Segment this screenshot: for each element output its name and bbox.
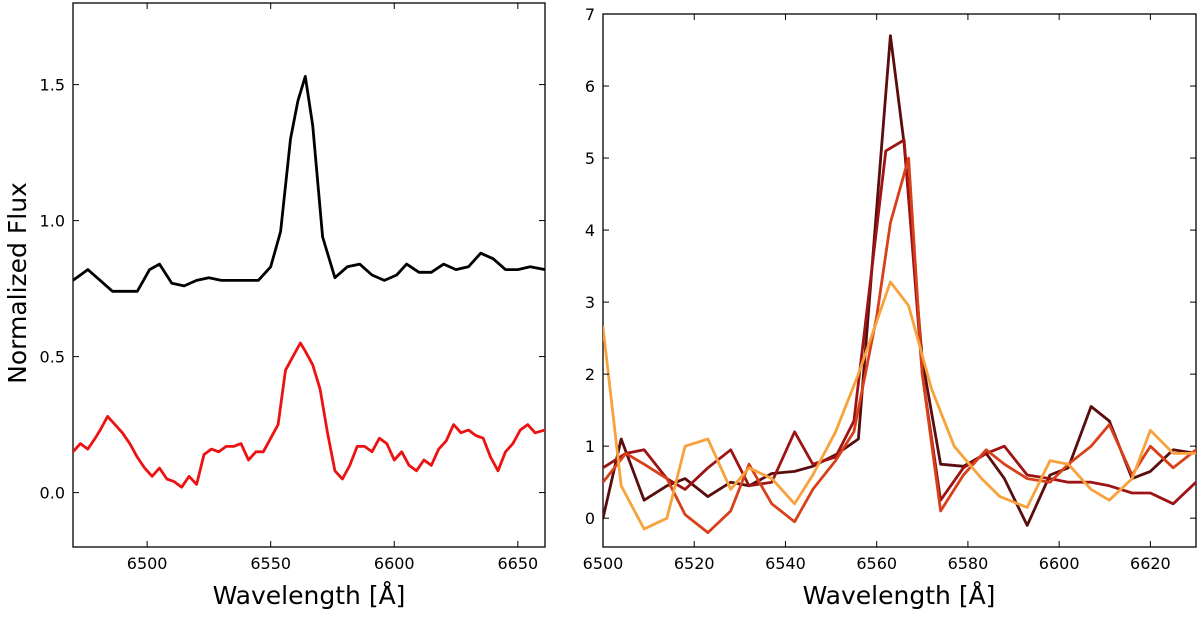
right-x-tick-label: 6540 (765, 554, 806, 573)
right-panel: 6500 6520 6540 6560 6580 6600 6620 0 1 2 3 4 5 6 7 Wa… (583, 5, 1197, 610)
right-y-tick-label: 3 (585, 293, 595, 312)
left-x-tick-label: 6600 (374, 554, 415, 573)
left-y-tick-label: 0.5 (40, 348, 65, 367)
right-y-tick-label: 7 (585, 5, 595, 24)
right-x-ticks: 6500 6520 6540 6560 6580 6600 6620 (583, 14, 1171, 573)
right-series-line-4 (603, 280, 1196, 531)
right-x-axis-label: Wavelength [Å] (803, 581, 996, 610)
right-y-tick-label: 6 (585, 77, 595, 96)
right-x-tick-label: 6560 (856, 554, 897, 573)
right-y-tick-label: 1 (585, 437, 595, 456)
right-x-tick-label: 6620 (1130, 554, 1171, 573)
right-y-tick-label: 0 (585, 509, 595, 528)
left-y-tick-label: 1.0 (40, 212, 65, 231)
left-panel: 6500 6550 6600 6650 0.0 0.5 1.0 1.5 Wavelength… (3, 2, 546, 610)
left-series-line-1 (73, 75, 545, 293)
right-x-tick-label: 6600 (1039, 554, 1080, 573)
right-y-tick-label: 4 (585, 221, 595, 240)
right-y-tick-label: 2 (585, 365, 595, 384)
left-x-tick-label: 6550 (250, 554, 291, 573)
right-series-lines (603, 34, 1196, 534)
left-x-axis-label: Wavelength [Å] (213, 581, 406, 610)
right-y-tick-label: 5 (585, 149, 595, 168)
right-series-line-3 (603, 156, 1196, 534)
right-x-tick-label: 6520 (674, 554, 715, 573)
left-x-ticks: 6500 6550 6600 6650 (127, 3, 538, 573)
left-y-axis-label: Normalized Flux (3, 182, 32, 384)
left-y-tick-label: 0.0 (40, 484, 65, 503)
left-series-lines (73, 75, 545, 489)
right-x-tick-label: 6500 (583, 554, 624, 573)
left-series-line-2 (73, 341, 545, 489)
left-y-ticks: 0.0 0.5 1.0 1.5 (40, 76, 545, 503)
right-series-line-2 (603, 138, 1196, 506)
left-plot-frame (72, 2, 546, 548)
right-series-line-1 (603, 34, 1196, 527)
left-x-tick-label: 6650 (497, 554, 538, 573)
right-plot-frame (602, 13, 1197, 548)
right-y-ticks: 0 1 2 3 4 5 6 7 (585, 5, 1196, 528)
left-y-tick-label: 1.5 (40, 76, 65, 95)
right-x-tick-label: 6580 (948, 554, 989, 573)
left-x-tick-label: 6500 (127, 554, 168, 573)
